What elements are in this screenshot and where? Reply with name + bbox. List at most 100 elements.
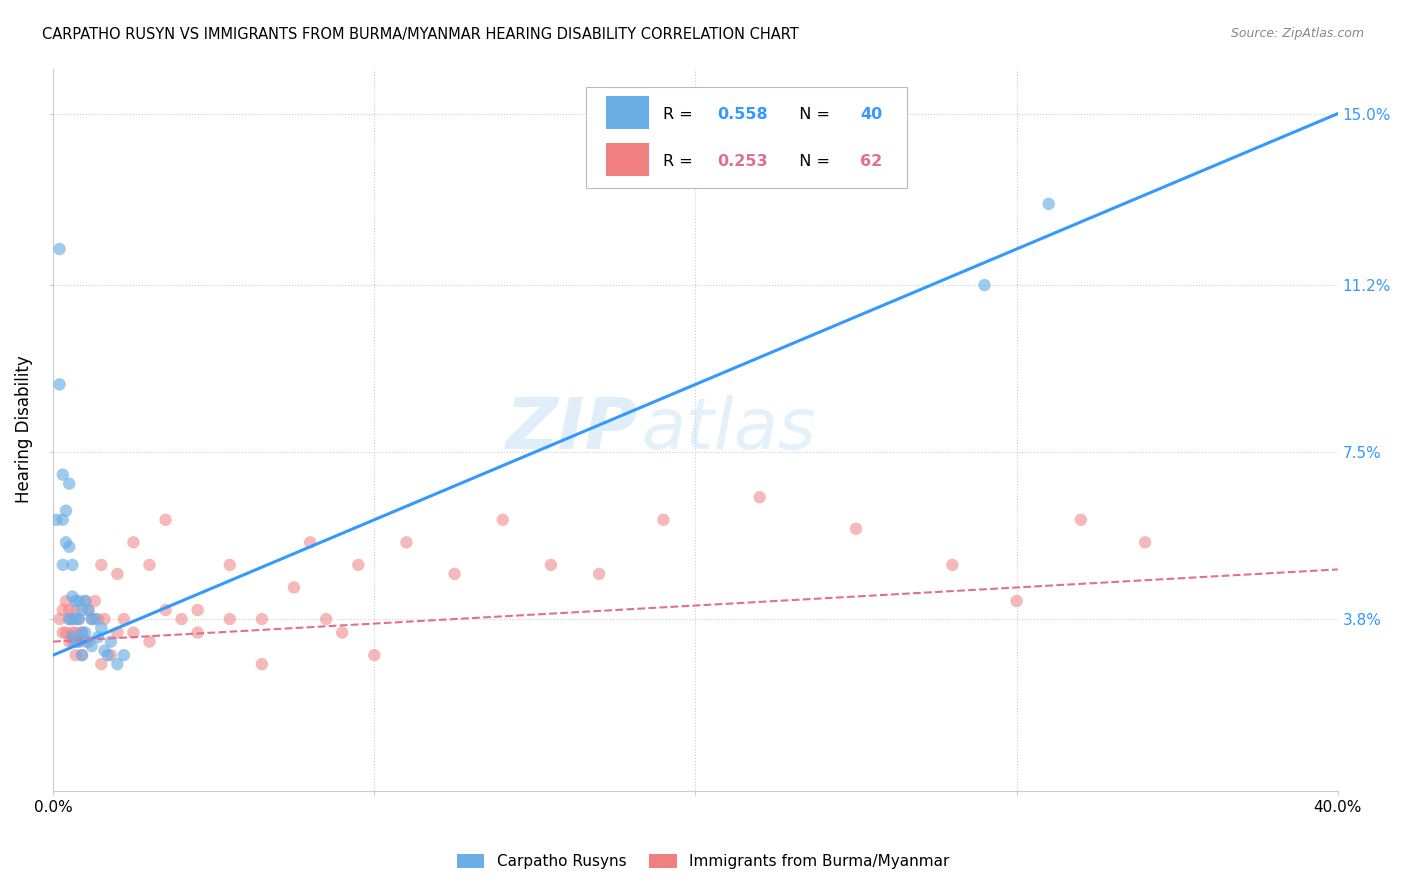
- Point: [65, 603, 87, 617]
- Point: [67, 612, 90, 626]
- Point: [80, 612, 103, 626]
- Point: [65, 634, 87, 648]
- Text: CARPATHO RUSYN VS IMMIGRANTS FROM BURMA/MYANMAR HEARING DISABILITY CORRELATION C: CARPATHO RUSYN VS IMMIGRANTS FROM BURMA/…: [42, 27, 799, 42]
- Legend: Carpatho Rusyns, Immigrants from Burma/Myanmar: Carpatho Rusyns, Immigrants from Burma/M…: [451, 848, 955, 875]
- Point: [97, 648, 120, 662]
- Point: [58, 540, 80, 554]
- Text: ZIP: ZIP: [505, 395, 638, 464]
- Point: [60, 612, 83, 626]
- Point: [58, 603, 80, 617]
- Point: [55, 594, 77, 608]
- Point: [443, 566, 465, 581]
- Point: [58, 634, 80, 648]
- Point: [588, 566, 610, 581]
- Text: N =: N =: [789, 154, 835, 169]
- Point: [90, 558, 112, 572]
- Point: [90, 657, 112, 672]
- Point: [75, 594, 97, 608]
- Point: [122, 625, 145, 640]
- Point: [105, 657, 128, 672]
- Point: [58, 612, 80, 626]
- Point: [155, 603, 177, 617]
- Point: [52, 625, 75, 640]
- Point: [100, 648, 122, 662]
- Point: [70, 625, 93, 640]
- Point: [75, 634, 97, 648]
- Point: [250, 657, 273, 672]
- Point: [138, 634, 160, 648]
- Text: atlas: atlas: [641, 395, 815, 464]
- Point: [1133, 535, 1156, 549]
- Point: [58, 476, 80, 491]
- Point: [75, 594, 97, 608]
- Point: [67, 594, 90, 608]
- Point: [395, 535, 418, 549]
- Point: [218, 612, 240, 626]
- Point: [1005, 594, 1028, 608]
- Point: [283, 581, 305, 595]
- Point: [77, 603, 100, 617]
- FancyBboxPatch shape: [606, 143, 650, 176]
- FancyBboxPatch shape: [586, 87, 907, 187]
- Point: [52, 558, 75, 572]
- Point: [55, 625, 77, 640]
- Point: [540, 558, 562, 572]
- Point: [52, 603, 75, 617]
- Point: [315, 612, 337, 626]
- Point: [100, 634, 122, 648]
- Text: 62: 62: [860, 154, 882, 169]
- Point: [75, 625, 97, 640]
- Point: [652, 513, 675, 527]
- Point: [973, 278, 995, 293]
- Point: [347, 558, 370, 572]
- Point: [748, 490, 770, 504]
- Point: [55, 504, 77, 518]
- Point: [70, 603, 93, 617]
- Text: Source: ZipAtlas.com: Source: ZipAtlas.com: [1230, 27, 1364, 40]
- Point: [65, 594, 87, 608]
- Point: [80, 612, 103, 626]
- Point: [90, 621, 112, 635]
- Point: [67, 634, 90, 648]
- Point: [187, 625, 209, 640]
- Point: [60, 625, 83, 640]
- Point: [52, 467, 75, 482]
- Text: R =: R =: [664, 154, 699, 169]
- Point: [60, 590, 83, 604]
- Point: [60, 630, 83, 644]
- Point: [105, 625, 128, 640]
- Point: [60, 634, 83, 648]
- Point: [122, 535, 145, 549]
- Point: [77, 634, 100, 648]
- Point: [93, 643, 115, 657]
- Point: [330, 625, 353, 640]
- Point: [187, 603, 209, 617]
- Point: [67, 612, 90, 626]
- Text: R =: R =: [664, 107, 699, 122]
- Point: [65, 612, 87, 626]
- Point: [363, 648, 385, 662]
- Point: [1038, 197, 1060, 211]
- Point: [70, 625, 93, 640]
- Point: [299, 535, 322, 549]
- Text: 40: 40: [860, 107, 882, 122]
- Point: [218, 558, 240, 572]
- Point: [87, 612, 110, 626]
- Point: [87, 630, 110, 644]
- Point: [48, 242, 70, 256]
- Point: [250, 612, 273, 626]
- Point: [1070, 513, 1092, 527]
- Point: [941, 558, 963, 572]
- Point: [60, 612, 83, 626]
- Point: [80, 639, 103, 653]
- Point: [60, 558, 83, 572]
- Point: [83, 594, 105, 608]
- Point: [48, 377, 70, 392]
- Point: [45, 513, 67, 527]
- Point: [105, 566, 128, 581]
- Point: [93, 612, 115, 626]
- Text: 0.253: 0.253: [717, 154, 768, 169]
- Point: [48, 612, 70, 626]
- Point: [138, 558, 160, 572]
- Point: [65, 625, 87, 640]
